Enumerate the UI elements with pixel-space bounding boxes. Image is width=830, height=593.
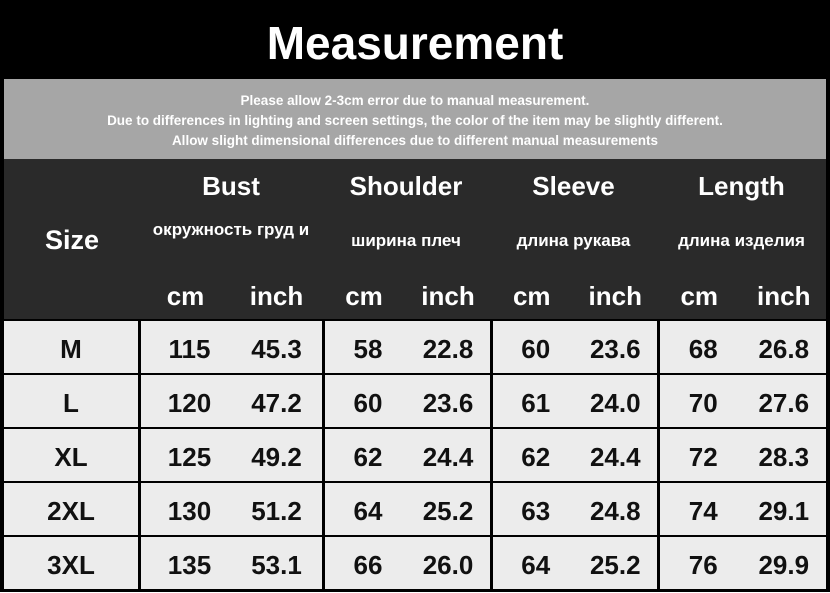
column-divider bbox=[657, 319, 660, 591]
cm-value: 64 bbox=[353, 496, 383, 526]
cm-value: 74 bbox=[688, 496, 718, 526]
cm-value: 120 bbox=[167, 388, 212, 418]
size-cell: 2XL bbox=[47, 496, 95, 526]
inch-value: 53.1 bbox=[251, 550, 302, 580]
cm-value: 135 bbox=[167, 550, 212, 580]
group-header: Length bbox=[698, 171, 785, 201]
table-row: L 120 47.2 60 23.6 61 24.0 70 27.6 bbox=[4, 375, 826, 427]
cm-value: 70 bbox=[688, 388, 718, 418]
inch-value: 25.2 bbox=[422, 496, 474, 526]
table-row: 3XL 135 53.1 66 26.0 64 25.2 76 29.9 bbox=[4, 537, 826, 589]
size-cell: 3XL bbox=[47, 550, 95, 580]
group-header-ru: ширина плеч bbox=[351, 231, 461, 250]
inch-value: 24.4 bbox=[589, 442, 641, 472]
inch-value: 45.3 bbox=[251, 334, 302, 364]
notice-line: Due to differences in lighting and scree… bbox=[107, 113, 723, 128]
notice-band: Please allow 2-3cm error due to manual m… bbox=[4, 79, 826, 159]
cm-value: 115 bbox=[168, 334, 211, 364]
cm-value: 62 bbox=[353, 442, 383, 472]
column-divider bbox=[490, 319, 493, 591]
cm-value: 63 bbox=[521, 496, 551, 526]
table-row: M 115 45.3 58 22.8 60 23.6 68 26.8 bbox=[4, 321, 826, 373]
inch-value: 29.1 bbox=[758, 496, 810, 526]
cm-value: 125 bbox=[167, 442, 212, 472]
cm-value: 62 bbox=[521, 442, 551, 472]
cm-value: 58 bbox=[353, 334, 383, 364]
cm-header: cm bbox=[166, 281, 205, 311]
table-header: Size Bust окружность груд и cm inch Shoulder… bbox=[4, 159, 826, 319]
size-header: Size bbox=[44, 225, 100, 255]
table-row: 2XL 130 51.2 64 25.2 63 24.8 74 29.1 bbox=[4, 483, 826, 535]
inch-value: 28.3 bbox=[758, 442, 810, 472]
cm-value: 64 bbox=[521, 550, 551, 580]
column-divider bbox=[322, 319, 325, 591]
size-cell: XL bbox=[54, 442, 88, 472]
inch-value: 23.6 bbox=[422, 388, 474, 418]
inch-value: 27.6 bbox=[758, 388, 810, 418]
inch-value: 24.4 bbox=[422, 442, 474, 472]
inch-value: 47.2 bbox=[251, 388, 302, 418]
size-cell: L bbox=[63, 388, 79, 418]
inch-value: 25.2 bbox=[589, 550, 641, 580]
notice-line: Allow slight dimensional differences due… bbox=[171, 133, 659, 148]
group-header-ru: длина рукава bbox=[516, 231, 631, 250]
group-header-ru: длина изделия bbox=[678, 231, 805, 250]
group-header: Shoulder bbox=[349, 171, 463, 201]
group-header-ru: окружность груд и bbox=[152, 220, 310, 239]
cm-value: 60 bbox=[353, 388, 383, 418]
table-row: XL 125 49.2 62 24.4 62 24.4 72 28.3 bbox=[4, 429, 826, 481]
inch-value: 49.2 bbox=[251, 442, 302, 472]
column-divider bbox=[138, 319, 141, 591]
inch-value: 24.8 bbox=[589, 496, 641, 526]
inch-value: 51.2 bbox=[251, 496, 302, 526]
cm-value: 60 bbox=[521, 334, 551, 364]
notice-line: Please allow 2-3cm error due to manual m… bbox=[240, 93, 590, 108]
cm-value: 66 bbox=[353, 550, 383, 580]
inch-value: 26.8 bbox=[758, 334, 810, 364]
cm-value: 130 bbox=[167, 496, 212, 526]
size-cell: M bbox=[60, 334, 82, 364]
inch-value: 23.6 bbox=[589, 334, 641, 364]
inch-value: 24.0 bbox=[589, 388, 641, 418]
inch-value: 26.0 bbox=[422, 550, 474, 580]
cm-header: cm bbox=[512, 281, 551, 311]
cm-value: 68 bbox=[688, 334, 718, 364]
cm-value: 76 bbox=[688, 550, 718, 580]
cm-value: 61 bbox=[521, 388, 551, 418]
inch-header: inch bbox=[757, 281, 811, 311]
inch-value: 29.9 bbox=[758, 550, 810, 580]
cm-value: 72 bbox=[688, 442, 718, 472]
inch-value: 22.8 bbox=[422, 334, 474, 364]
cm-header: cm bbox=[345, 281, 383, 311]
inch-header: inch bbox=[421, 281, 475, 311]
inch-header: inch bbox=[588, 281, 642, 311]
inch-header: inch bbox=[249, 281, 304, 311]
chart-title: Measurement bbox=[4, 3, 826, 79]
cm-header: cm bbox=[680, 281, 719, 311]
group-header: Sleeve bbox=[532, 171, 615, 201]
group-header: Bust bbox=[202, 171, 260, 201]
